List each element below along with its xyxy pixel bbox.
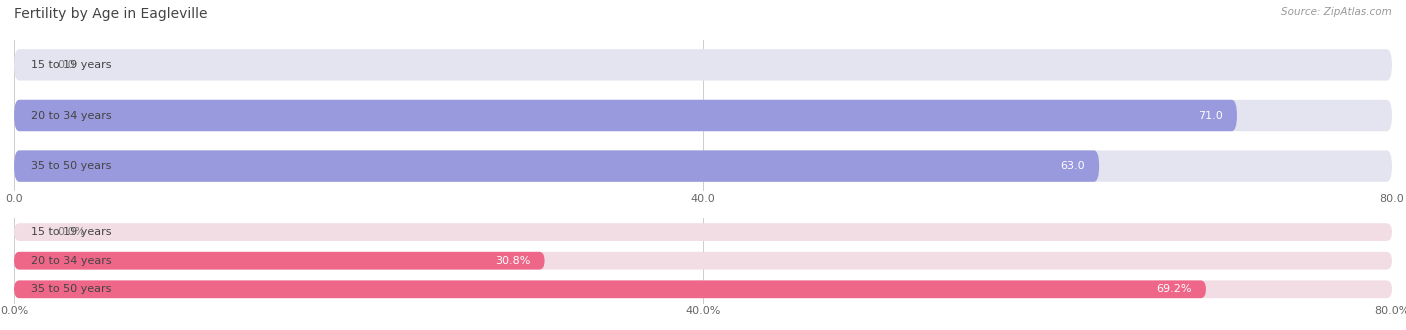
Text: 0.0: 0.0 [58, 60, 75, 70]
FancyBboxPatch shape [14, 150, 1099, 182]
Text: 71.0: 71.0 [1198, 111, 1223, 120]
Text: Fertility by Age in Eagleville: Fertility by Age in Eagleville [14, 7, 208, 20]
FancyBboxPatch shape [14, 150, 1392, 182]
Text: 20 to 34 years: 20 to 34 years [31, 111, 112, 120]
FancyBboxPatch shape [14, 280, 1392, 298]
FancyBboxPatch shape [14, 49, 1392, 81]
FancyBboxPatch shape [14, 223, 1392, 241]
Text: 30.8%: 30.8% [495, 256, 531, 266]
Text: 35 to 50 years: 35 to 50 years [31, 284, 111, 294]
Text: 63.0: 63.0 [1060, 161, 1085, 171]
Text: 15 to 19 years: 15 to 19 years [31, 227, 112, 237]
FancyBboxPatch shape [14, 100, 1237, 131]
FancyBboxPatch shape [14, 280, 1206, 298]
Text: Source: ZipAtlas.com: Source: ZipAtlas.com [1281, 7, 1392, 16]
FancyBboxPatch shape [14, 100, 1392, 131]
FancyBboxPatch shape [14, 252, 544, 270]
Text: 15 to 19 years: 15 to 19 years [31, 60, 112, 70]
Text: 0.0%: 0.0% [58, 227, 86, 237]
Text: 69.2%: 69.2% [1157, 284, 1192, 294]
FancyBboxPatch shape [14, 252, 1392, 270]
Text: 20 to 34 years: 20 to 34 years [31, 256, 112, 266]
Text: 35 to 50 years: 35 to 50 years [31, 161, 111, 171]
